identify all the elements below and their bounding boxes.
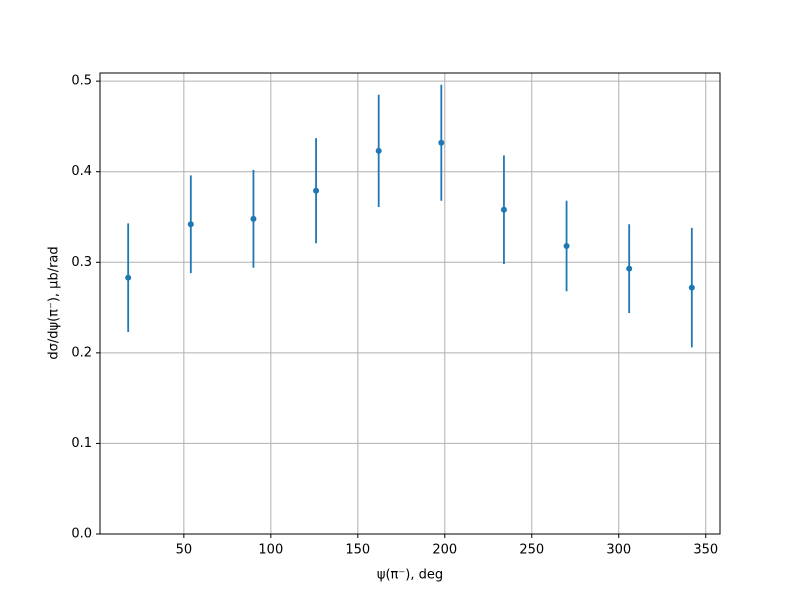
y-tick-label: 0.1 [71,436,92,451]
data-point [563,242,570,249]
x-tick-label: 50 [176,543,193,558]
x-tick-label: 250 [519,543,544,558]
data-point [250,215,257,222]
x-tick-label: 150 [345,543,370,558]
y-tick-label: 0.0 [71,527,92,542]
data-point [187,221,194,228]
data-point [688,284,695,291]
y-tick-label: 0.4 [71,164,92,179]
x-tick-label: 300 [606,543,631,558]
x-tick-label: 200 [432,543,457,558]
x-axis-label: ψ(π⁻), deg [377,568,443,583]
y-tick-label: 0.2 [71,345,92,360]
y-axis-label: dσ/dψ(π⁻), μb/rad [47,246,62,359]
y-tick-label: 0.3 [71,255,92,270]
data-point [375,147,382,154]
data-point [438,139,445,146]
x-tick-label: 100 [258,543,283,558]
data-point [500,206,507,213]
y-tick-label: 0.5 [71,74,92,89]
data-point [313,187,320,194]
data-point [125,274,132,281]
data-point [626,265,633,272]
x-tick-label: 350 [693,543,718,558]
plot-frame [99,72,721,535]
